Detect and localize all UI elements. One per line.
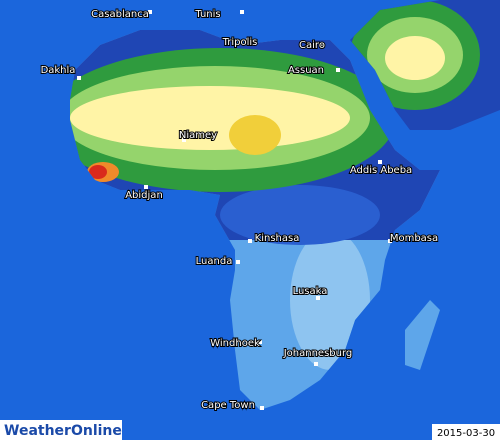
city-dot [236, 260, 240, 264]
city-label: Assuan [288, 65, 324, 76]
city-dot [378, 160, 382, 164]
logo-box [0, 420, 122, 440]
city-dot [260, 406, 264, 410]
madagascar [405, 300, 440, 370]
city-label: Mombasa [390, 233, 438, 244]
city-label: Addis Abeba [350, 165, 412, 176]
city-dot [320, 43, 324, 47]
city-label: Lusaka [293, 286, 328, 297]
city-label: Dakhla [41, 65, 76, 76]
city-dot [240, 10, 244, 14]
city-label: Windhoek [210, 338, 260, 349]
city-dot [77, 76, 81, 80]
city-label: Tripolis [222, 37, 258, 48]
city-dot [258, 340, 262, 344]
city-dot [336, 68, 340, 72]
city-labels: Casablanca Tunis Tripolis Cairo Dakhla Assuan… [40, 8, 440, 412]
city-label: Casablanca [91, 9, 149, 20]
city-label: Cairo [299, 40, 325, 51]
city-label: Cape Town [201, 400, 255, 411]
city-dot [148, 10, 152, 14]
city-label: Luanda [196, 256, 233, 267]
logo: WeatherOnline [4, 423, 122, 439]
city-dot [182, 138, 186, 142]
city-label: Niamey [179, 130, 217, 141]
city-label: Tunis [194, 9, 220, 20]
city-label: Kinshasa [255, 233, 300, 244]
date: 2015-03-30 [437, 428, 495, 439]
city-dot [388, 239, 392, 243]
city-label: Johannesburg [283, 348, 353, 359]
city-dot [248, 239, 252, 243]
date-box [432, 424, 500, 440]
city-dot [144, 185, 148, 189]
city-dot [316, 296, 320, 300]
city-dot [246, 38, 250, 42]
city-label: Abidjan [125, 190, 163, 201]
city-dot [314, 362, 318, 366]
